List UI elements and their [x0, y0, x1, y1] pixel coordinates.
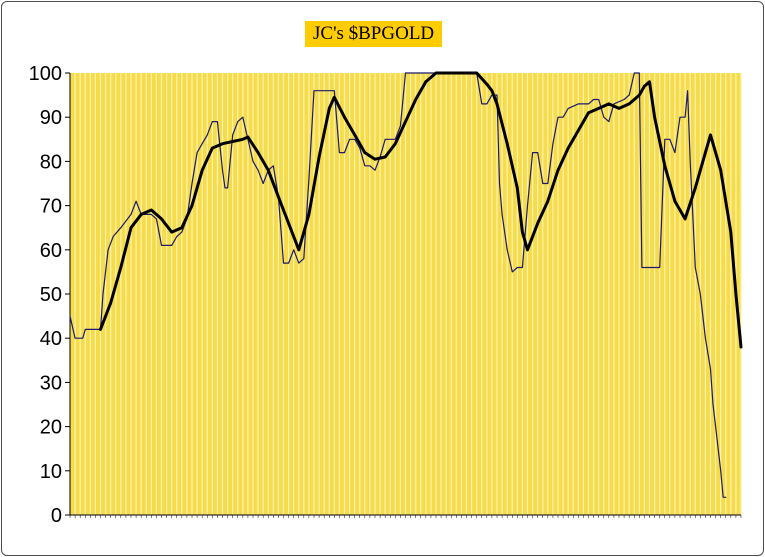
chart-title: JC's $BPGOLD — [305, 21, 443, 47]
y-tick-label: 60 — [40, 240, 62, 262]
y-tick-label: 90 — [40, 107, 62, 129]
y-tick-label: 20 — [40, 417, 62, 439]
y-tick-label: 70 — [40, 196, 62, 218]
y-tick-label: 80 — [40, 151, 62, 173]
smoothed-series-line — [99, 71, 743, 349]
y-tick-label: 40 — [40, 328, 62, 350]
raw-series-line — [69, 72, 727, 498]
y-tick-label: 30 — [40, 372, 62, 394]
y-tick-label: 10 — [40, 461, 62, 483]
y-tick-label: 50 — [40, 284, 62, 306]
y-tick-label: 100 — [29, 63, 62, 85]
y-tick-label: 0 — [51, 505, 62, 527]
